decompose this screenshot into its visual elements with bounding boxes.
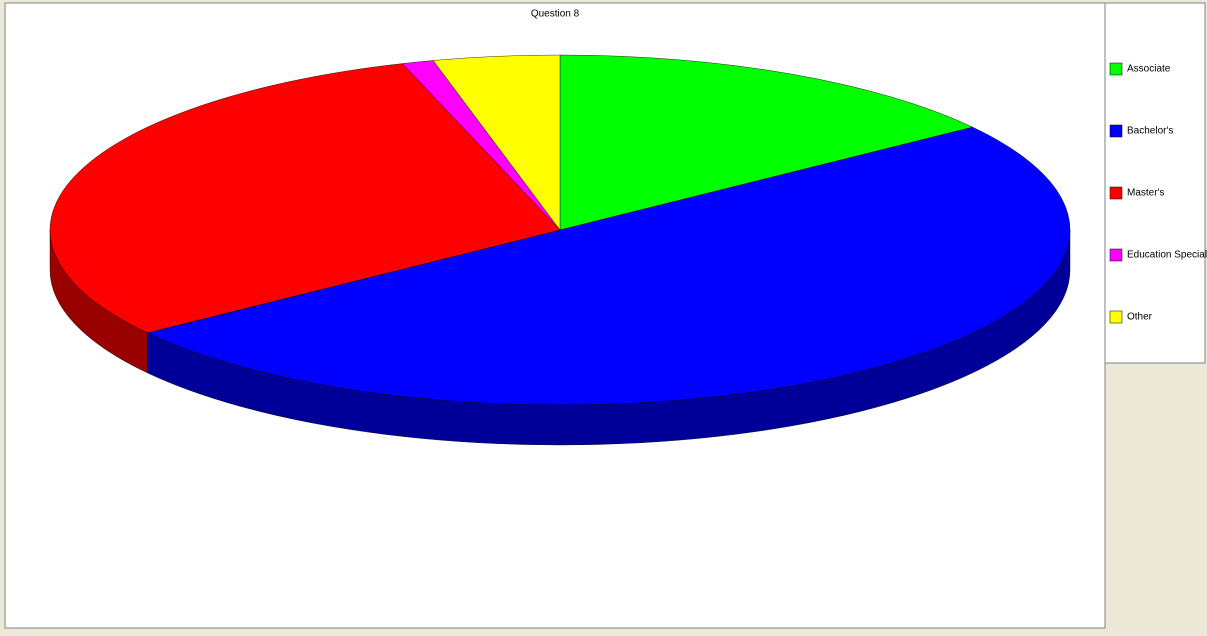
slice (559, 54, 974, 231)
legend-swatch (1109, 124, 1123, 138)
legend-panel (1104, 2, 1206, 364)
slice (49, 63, 561, 334)
legend-label: Education Specialist (1127, 250, 1207, 261)
legend-label: Associate (1127, 64, 1171, 75)
pie (49, 54, 1071, 446)
legend-swatch (1109, 186, 1123, 200)
legend-label: Master's (1127, 188, 1164, 199)
legend-label: Other (1127, 312, 1153, 323)
chart-title: Question 8 (531, 9, 580, 20)
legend-swatch (1109, 248, 1123, 262)
legend: Associate Bachelor's Master's Education Spe… (1109, 62, 1207, 324)
slice (432, 54, 561, 231)
legend-swatch (1109, 62, 1123, 76)
legend-label: Bachelor's (1127, 126, 1173, 137)
slice (146, 126, 1070, 406)
legend-swatch (1109, 310, 1123, 324)
